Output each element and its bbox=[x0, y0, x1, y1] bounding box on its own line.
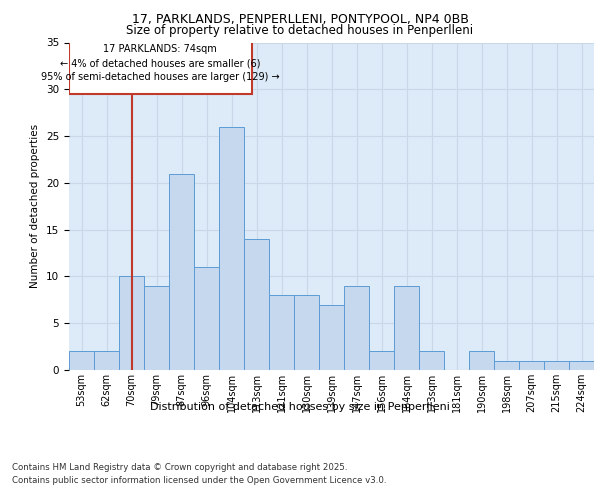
Bar bbox=[544, 360, 569, 370]
Bar bbox=[144, 286, 169, 370]
Bar bbox=[394, 286, 419, 370]
Bar bbox=[94, 352, 119, 370]
Text: ← 4% of detached houses are smaller (6): ← 4% of detached houses are smaller (6) bbox=[60, 58, 260, 68]
Text: Contains public sector information licensed under the Open Government Licence v3: Contains public sector information licen… bbox=[12, 476, 386, 485]
Bar bbox=[569, 360, 594, 370]
Text: 17 PARKLANDS: 74sqm: 17 PARKLANDS: 74sqm bbox=[103, 44, 217, 54]
Y-axis label: Number of detached properties: Number of detached properties bbox=[31, 124, 40, 288]
Bar bbox=[369, 352, 394, 370]
Bar bbox=[269, 295, 294, 370]
Bar bbox=[119, 276, 144, 370]
Bar bbox=[194, 267, 219, 370]
Bar bbox=[169, 174, 194, 370]
Text: Size of property relative to detached houses in Penperlleni: Size of property relative to detached ho… bbox=[127, 24, 473, 37]
Bar bbox=[519, 360, 544, 370]
Bar bbox=[219, 126, 244, 370]
Text: 95% of semi-detached houses are larger (129) →: 95% of semi-detached houses are larger (… bbox=[41, 72, 280, 83]
Bar bbox=[344, 286, 369, 370]
Bar bbox=[244, 239, 269, 370]
Text: Distribution of detached houses by size in Penperlleni: Distribution of detached houses by size … bbox=[150, 402, 450, 412]
FancyBboxPatch shape bbox=[69, 40, 251, 94]
Bar bbox=[469, 352, 494, 370]
Bar bbox=[294, 295, 319, 370]
Bar bbox=[419, 352, 444, 370]
Text: 17, PARKLANDS, PENPERLLENI, PONTYPOOL, NP4 0BB: 17, PARKLANDS, PENPERLLENI, PONTYPOOL, N… bbox=[131, 12, 469, 26]
Bar bbox=[319, 304, 344, 370]
Bar bbox=[69, 352, 94, 370]
Bar bbox=[494, 360, 519, 370]
Text: Contains HM Land Registry data © Crown copyright and database right 2025.: Contains HM Land Registry data © Crown c… bbox=[12, 462, 347, 471]
